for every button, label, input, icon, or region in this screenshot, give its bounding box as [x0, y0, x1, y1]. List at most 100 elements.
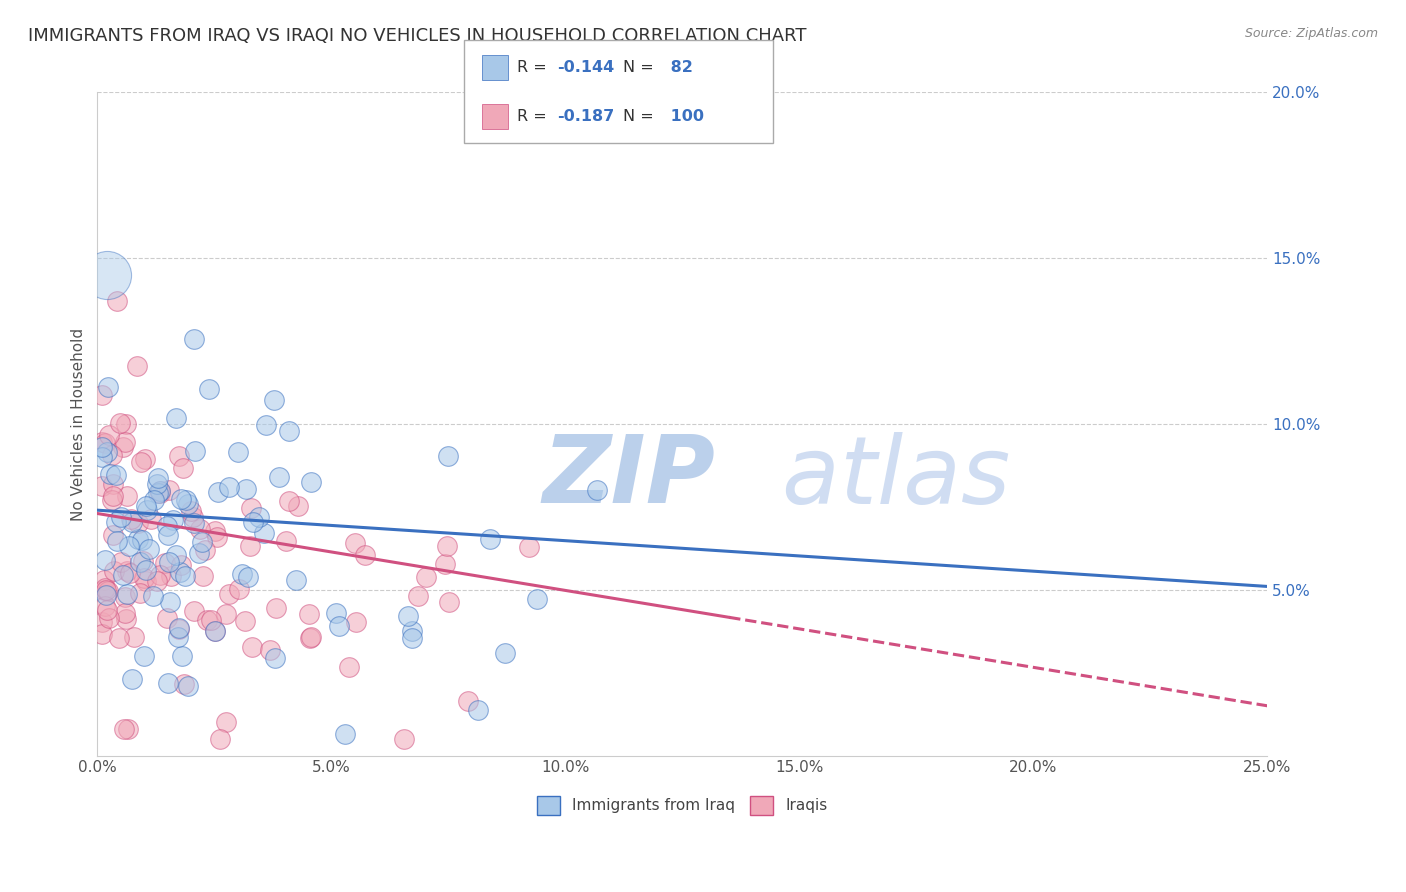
Point — [236, 570, 259, 584]
Point — [100, 492, 122, 507]
Point — [266, 601, 288, 615]
Point — [98, 427, 121, 442]
Point — [131, 455, 153, 469]
Point — [218, 480, 240, 494]
Point — [235, 482, 257, 496]
Text: R =: R = — [517, 61, 553, 75]
Point — [148, 485, 170, 500]
Text: N =: N = — [623, 110, 659, 124]
Point — [180, 503, 202, 517]
Point — [115, 489, 138, 503]
Point — [103, 564, 125, 578]
Point — [494, 646, 516, 660]
Point — [153, 556, 176, 570]
Point — [165, 548, 187, 562]
Point — [117, 587, 139, 601]
Point — [121, 672, 143, 686]
Point — [433, 558, 456, 572]
Point — [172, 460, 194, 475]
Point — [439, 595, 461, 609]
Point — [467, 702, 489, 716]
Point — [167, 449, 190, 463]
Point — [132, 554, 155, 568]
Point — [115, 612, 138, 626]
Point — [104, 467, 127, 482]
Point — [187, 546, 209, 560]
Point — [436, 540, 458, 554]
Point — [205, 530, 228, 544]
Point — [117, 722, 139, 736]
Point — [135, 563, 157, 577]
Point — [98, 611, 121, 625]
Point — [149, 483, 172, 498]
Point — [91, 615, 114, 630]
Point — [138, 541, 160, 556]
Point — [98, 467, 121, 481]
Point — [121, 515, 143, 529]
Point — [114, 434, 136, 449]
Point — [91, 440, 114, 454]
Point — [112, 568, 135, 582]
Point — [328, 619, 350, 633]
Point — [167, 621, 190, 635]
Point — [240, 640, 263, 654]
Point — [159, 595, 181, 609]
Point — [344, 615, 367, 629]
Point — [200, 613, 222, 627]
Point — [127, 516, 149, 530]
Point — [183, 604, 205, 618]
Point — [91, 435, 114, 450]
Point — [287, 499, 309, 513]
Point — [392, 731, 415, 746]
Point — [174, 493, 197, 508]
Point — [195, 613, 218, 627]
Point — [214, 714, 236, 729]
Point — [135, 503, 157, 517]
Point — [93, 573, 115, 587]
Text: atlas: atlas — [541, 432, 1011, 523]
Text: R =: R = — [517, 110, 553, 124]
Point — [96, 588, 118, 602]
Point — [173, 677, 195, 691]
Point — [162, 513, 184, 527]
Point — [94, 582, 117, 597]
Point — [118, 566, 141, 581]
Point — [170, 492, 193, 507]
Point — [118, 539, 141, 553]
Point — [239, 539, 262, 553]
Point — [183, 332, 205, 346]
Point — [284, 573, 307, 587]
Point — [134, 648, 156, 663]
Point — [401, 632, 423, 646]
Point — [110, 555, 132, 569]
Point — [135, 574, 157, 589]
Point — [132, 571, 155, 585]
Point — [94, 599, 117, 613]
Point — [165, 411, 187, 425]
Point — [437, 449, 460, 463]
Point — [108, 416, 131, 430]
Point — [184, 444, 207, 458]
Point — [183, 516, 205, 530]
Point — [97, 583, 120, 598]
Point — [169, 565, 191, 579]
Point — [278, 424, 301, 438]
Point — [343, 536, 366, 550]
Point — [337, 659, 360, 673]
Text: ZIP: ZIP — [541, 431, 714, 523]
Point — [139, 512, 162, 526]
Point — [128, 555, 150, 569]
Point — [129, 585, 152, 599]
Point — [91, 387, 114, 401]
Point — [94, 582, 117, 596]
Point — [108, 631, 131, 645]
Point — [226, 445, 249, 459]
Point — [299, 475, 322, 489]
Point — [96, 268, 118, 282]
Point — [204, 624, 226, 638]
Point — [148, 484, 170, 499]
Point — [197, 382, 219, 396]
Point — [401, 624, 423, 639]
Point — [114, 606, 136, 620]
Point — [135, 499, 157, 513]
